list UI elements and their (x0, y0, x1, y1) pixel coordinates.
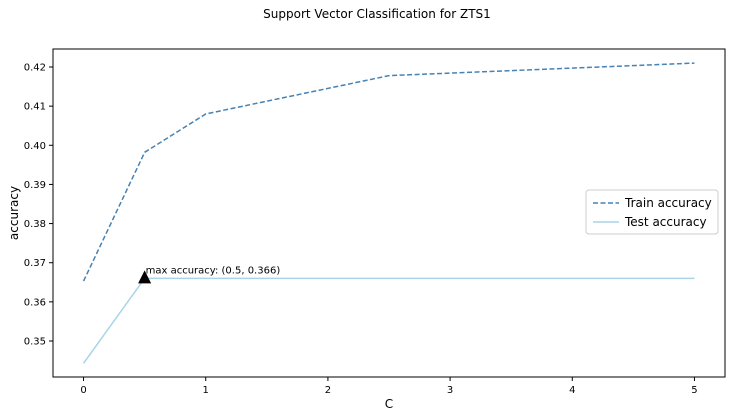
legend-box (585, 189, 719, 235)
x-axis-label: C (385, 397, 393, 411)
y-tick-label: 0.40 (24, 141, 46, 152)
max-accuracy-annotation: max accuracy: (0.5, 0.366) (146, 265, 281, 276)
legend: Train accuracy Test accuracy (585, 189, 719, 235)
y-tick-label: 0.41 (24, 102, 46, 113)
train-accuracy-line (82, 62, 695, 282)
legend-label-test-accuracy: Test accuracy (624, 215, 707, 229)
y-axis: 0.35 0.36 0.37 0.38 0.39 0.40 0.41 0.42 (24, 63, 53, 347)
annotation-layer: max accuracy: (0.5, 0.366) (138, 265, 281, 284)
x-tick-label: 2 (325, 385, 331, 396)
test-accuracy-line (82, 277, 695, 364)
chart-title: Support Vector Classification for ZTS1 (263, 7, 491, 21)
legend-label-train-accuracy: Train accuracy (624, 196, 712, 210)
x-tick-label: 4 (569, 385, 575, 396)
x-axis: 0 1 2 3 4 5 (80, 377, 698, 396)
x-tick-label: 0 (80, 385, 86, 396)
y-axis-label: accuracy (7, 186, 21, 240)
y-tick-label: 0.35 (24, 336, 46, 347)
y-tick-label: 0.42 (24, 63, 46, 74)
x-tick-label: 3 (447, 385, 453, 396)
max-accuracy-marker (138, 270, 152, 284)
y-tick-label: 0.38 (24, 219, 46, 230)
x-tick-label: 5 (691, 385, 697, 396)
series-layer (82, 62, 695, 364)
y-tick-label: 0.37 (24, 258, 46, 269)
x-tick-label: 1 (203, 385, 209, 396)
y-tick-label: 0.36 (24, 297, 46, 308)
y-tick-label: 0.39 (24, 180, 46, 191)
